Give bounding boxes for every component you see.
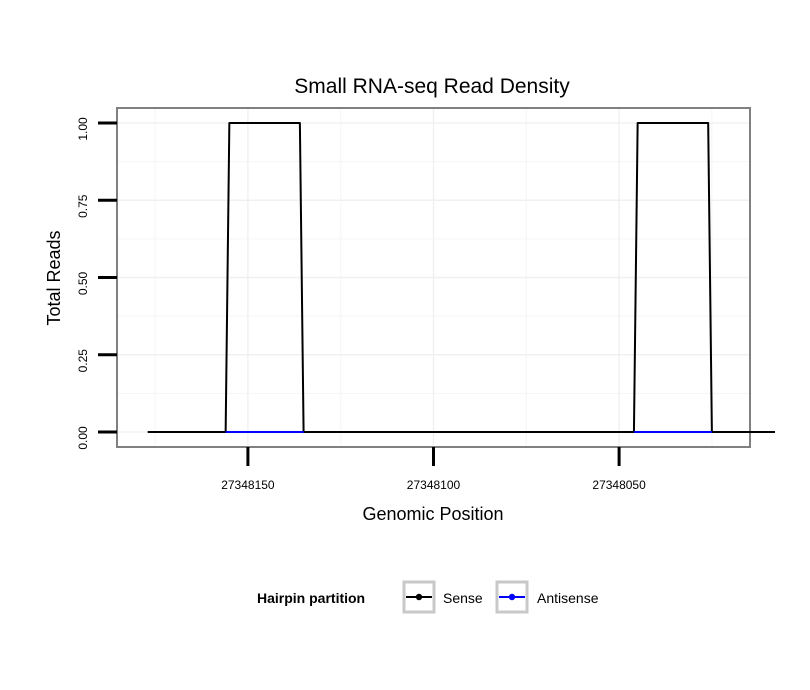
legend-key-antisense-marker: [508, 593, 516, 601]
legend-title: Hairpin partition: [257, 590, 365, 606]
x-axis-title: Genomic Position: [362, 504, 503, 524]
grid: [118, 109, 749, 446]
axes: 0.00 0.25 0.50 0.75 1.00 27348150 27348100 2734…: [76, 117, 646, 492]
x-tick-label: 27348150: [221, 478, 275, 492]
y-tick-label: 0.75: [76, 194, 90, 218]
y-axis-title: Total Reads: [44, 230, 64, 325]
legend: Hairpin partition Sense Antisense: [257, 580, 599, 614]
series-line-sense: [147, 122, 775, 433]
chart-title: Small RNA-seq Read Density: [294, 75, 570, 98]
legend-label-sense: Sense: [443, 590, 483, 606]
y-tick-label: 0.00: [76, 426, 90, 450]
x-tick-label: 27348100: [407, 478, 461, 492]
y-tick-label: 0.25: [76, 349, 90, 373]
legend-key-sense-marker: [415, 593, 423, 601]
series: [147, 122, 775, 433]
legend-label-antisense: Antisense: [537, 590, 599, 606]
x-tick-label: 27348050: [592, 478, 646, 492]
y-tick-label: 1.00: [76, 117, 90, 141]
y-tick-label: 0.50: [76, 271, 90, 295]
legend-key-box-antisense: [495, 580, 529, 614]
